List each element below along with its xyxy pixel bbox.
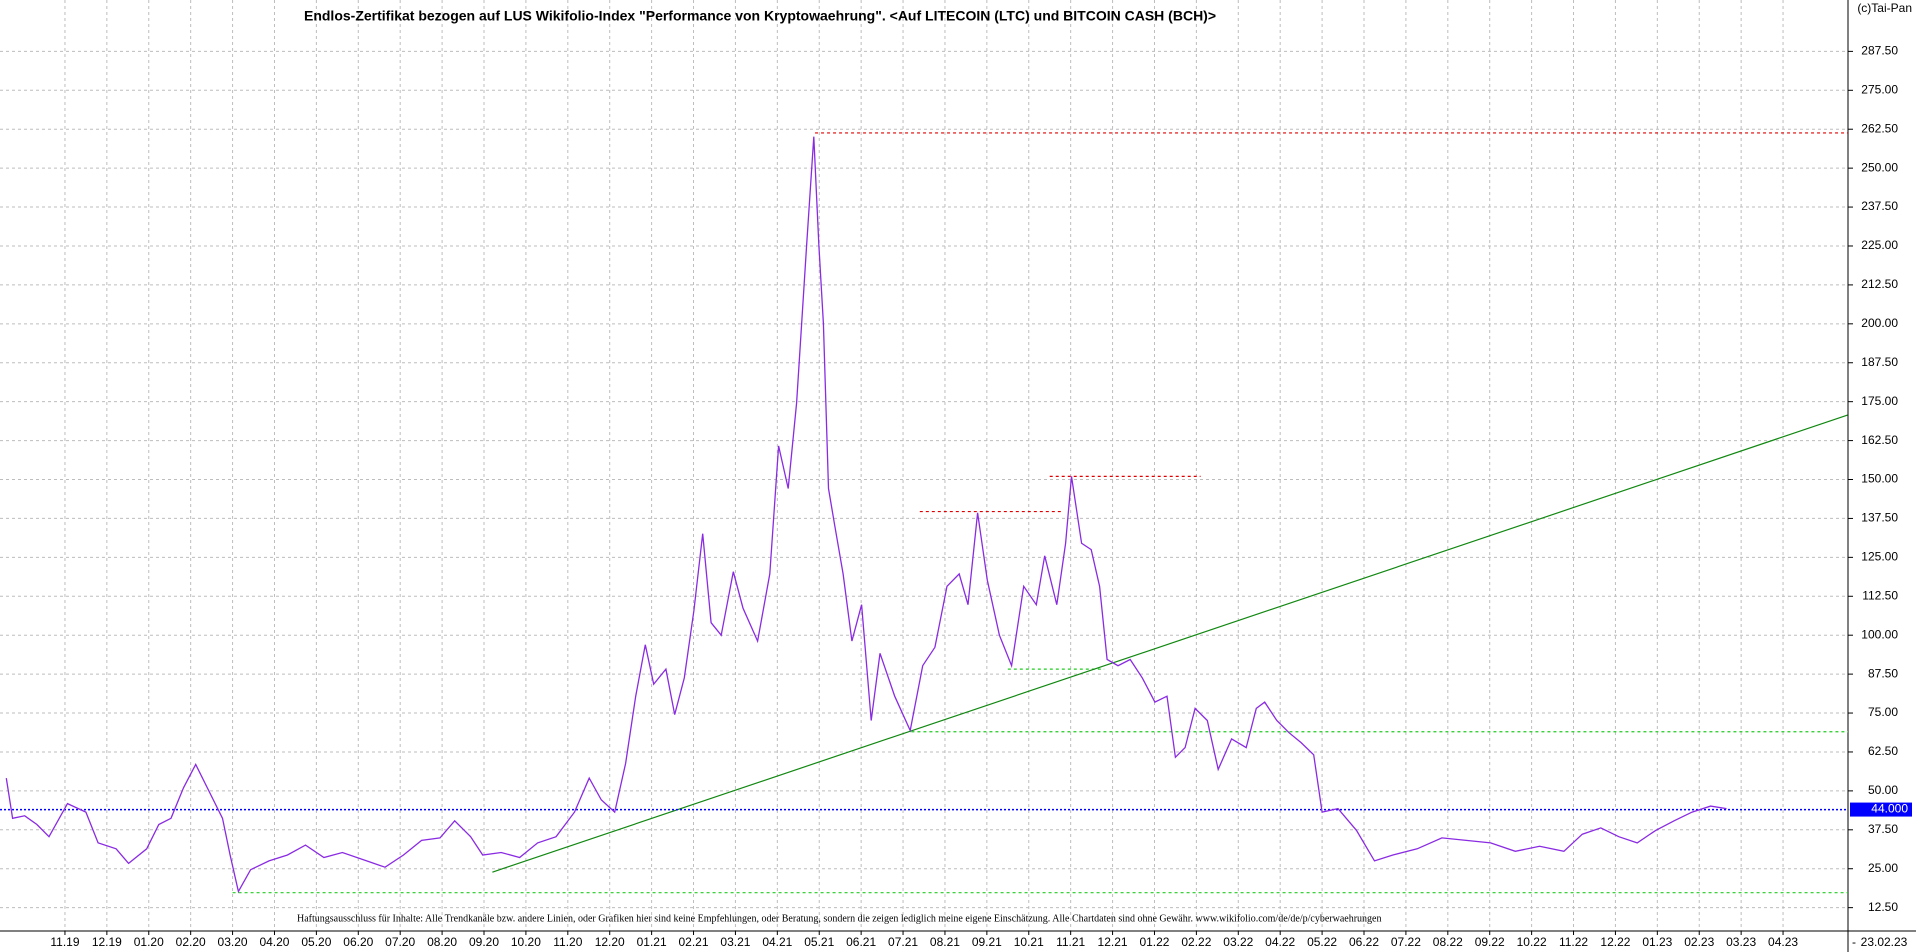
chart-title: Endlos-Zertifikat bezogen auf LUS Wikifo… xyxy=(304,8,1216,24)
y-tick-label: 237.50 xyxy=(1861,199,1898,213)
x-tick-label: 05.22 xyxy=(1307,935,1337,949)
x-tick-label: 06.21 xyxy=(846,935,876,949)
axis-marker: - xyxy=(1852,935,1856,949)
y-tick-label: 25.00 xyxy=(1868,861,1898,875)
y-tick-label: 137.50 xyxy=(1861,511,1898,525)
y-tick-label: 12.50 xyxy=(1868,900,1898,914)
x-tick-label: 03.21 xyxy=(720,935,750,949)
y-tick-label: 150.00 xyxy=(1861,472,1898,486)
y-tick-label: 225.00 xyxy=(1861,238,1898,252)
copyright: (c)Tai-Pan xyxy=(1857,1,1912,15)
price-label: 44.000 xyxy=(1871,802,1908,816)
current-date: 23.02.23 xyxy=(1861,935,1908,949)
x-tick-label: 02.21 xyxy=(679,935,709,949)
x-tick-label: 04.21 xyxy=(762,935,792,949)
x-tick-label: 08.21 xyxy=(930,935,960,949)
x-tick-label: 09.20 xyxy=(469,935,499,949)
y-tick-label: 187.50 xyxy=(1861,355,1898,369)
x-tick-label: 02.23 xyxy=(1684,935,1714,949)
y-tick-label: 50.00 xyxy=(1868,783,1898,797)
x-tick-label: 04.23 xyxy=(1768,935,1798,949)
x-tick-label: 02.22 xyxy=(1181,935,1211,949)
series-line xyxy=(5,136,1727,894)
x-tick-label: 08.22 xyxy=(1433,935,1463,949)
y-tick-label: 175.00 xyxy=(1861,394,1898,408)
y-tick-label: 87.50 xyxy=(1868,666,1898,680)
x-tick-label: 01.22 xyxy=(1139,935,1169,949)
x-tick-label: 11.20 xyxy=(553,935,582,949)
x-tick-label: 06.20 xyxy=(343,935,373,949)
x-tick-label: 12.21 xyxy=(1098,935,1128,949)
x-tick-label: 03.23 xyxy=(1726,935,1756,949)
price-box xyxy=(1850,802,1912,817)
x-tick-label: 09.22 xyxy=(1475,935,1505,949)
y-tick-label: 162.50 xyxy=(1861,433,1898,447)
x-tick-label: 01.21 xyxy=(637,935,667,949)
y-tick-label: 112.50 xyxy=(1862,588,1898,602)
x-tick-label: 07.20 xyxy=(385,935,415,949)
x-tick-label: 11.19 xyxy=(50,935,79,949)
x-tick-label: 03.22 xyxy=(1223,935,1253,949)
y-tick-label: 62.50 xyxy=(1868,744,1898,758)
x-tick-label: 05.20 xyxy=(301,935,331,949)
y-tick-label: 287.50 xyxy=(1861,44,1898,58)
y-tick-label: 100.00 xyxy=(1861,627,1898,641)
disclaimer: Haftungsausschluss für Inhalte: Alle Tre… xyxy=(297,913,1382,924)
x-tick-label: 10.21 xyxy=(1014,935,1044,949)
x-tick-label: 08.20 xyxy=(427,935,457,949)
x-tick-label: 07.21 xyxy=(888,935,918,949)
y-tick-label: 125.00 xyxy=(1861,550,1898,564)
y-tick-label: 275.00 xyxy=(1861,82,1898,96)
x-tick-label: 03.20 xyxy=(218,935,248,949)
y-tick-label: 75.00 xyxy=(1868,705,1898,719)
x-tick-label: 07.22 xyxy=(1391,935,1421,949)
y-tick-label: 37.50 xyxy=(1868,822,1898,836)
annotation-line xyxy=(492,414,1848,873)
x-tick-label: 01.23 xyxy=(1642,935,1672,949)
x-tick-label: 02.20 xyxy=(176,935,206,949)
x-tick-label: 05.21 xyxy=(804,935,834,949)
x-tick-label: 11.22 xyxy=(1559,935,1588,949)
x-tick-label: 10.20 xyxy=(511,935,541,949)
x-tick-label: 11.21 xyxy=(1056,935,1085,949)
x-tick-label: 06.22 xyxy=(1349,935,1379,949)
x-tick-label: 12.22 xyxy=(1600,935,1630,949)
x-tick-label: 12.20 xyxy=(595,935,625,949)
x-tick-label: 04.20 xyxy=(259,935,289,949)
x-tick-label: 12.19 xyxy=(92,935,122,949)
x-tick-label: 04.22 xyxy=(1265,935,1295,949)
x-tick-label: 01.20 xyxy=(134,935,164,949)
x-tick-label: 09.21 xyxy=(972,935,1002,949)
y-tick-label: 262.50 xyxy=(1861,121,1898,135)
y-tick-label: 250.00 xyxy=(1861,160,1898,174)
y-tick-label: 212.50 xyxy=(1861,277,1898,291)
y-tick-label: 200.00 xyxy=(1861,316,1898,330)
x-tick-label: 10.22 xyxy=(1517,935,1547,949)
